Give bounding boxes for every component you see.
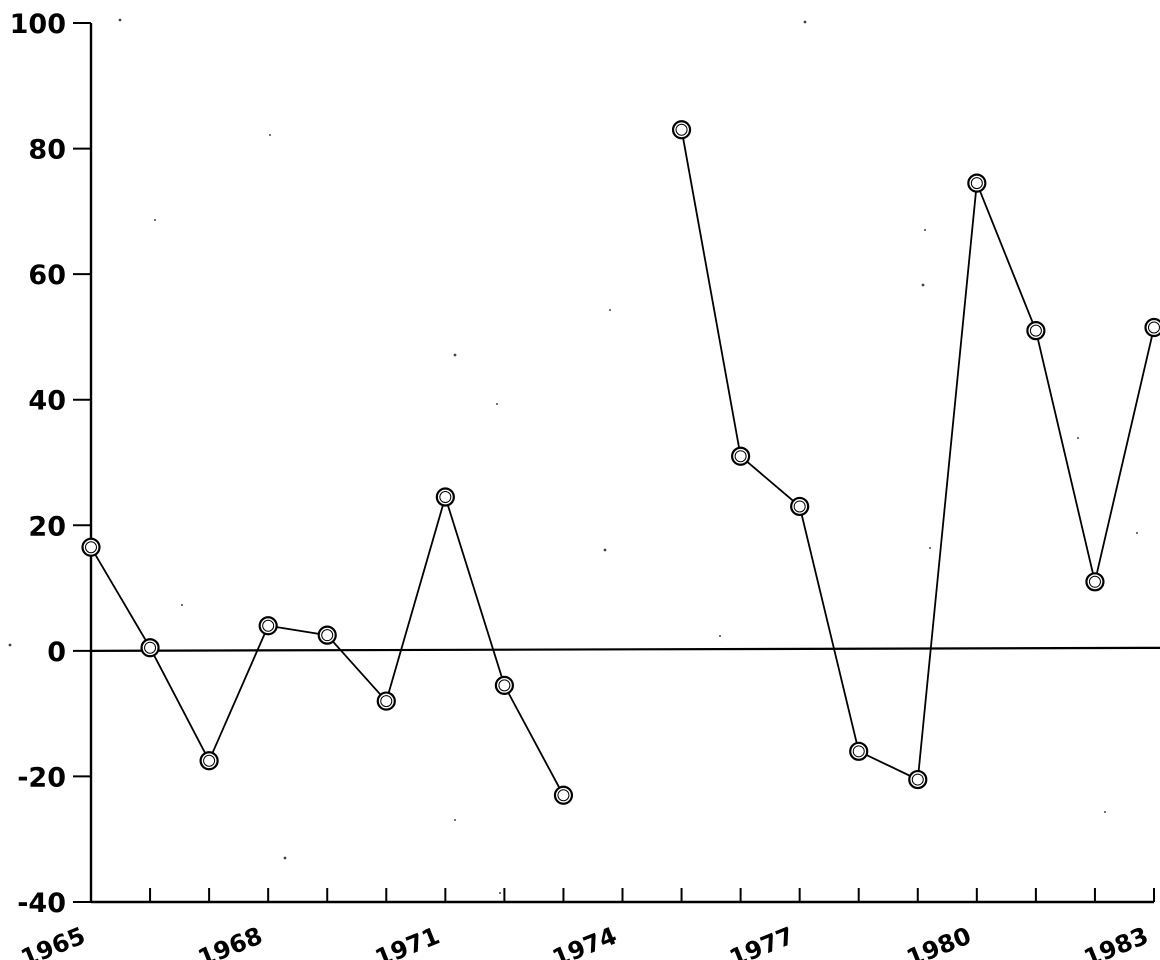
y-tick-label: 100 [10, 9, 66, 40]
scan-speck [1104, 811, 1106, 813]
x-axis-ticks [90, 888, 1155, 902]
x-tick-label: 1974 [548, 922, 620, 960]
x-tick-label: 1968 [194, 922, 266, 960]
x-tick-label: 1971 [371, 922, 443, 960]
scan-specks [8, 18, 1138, 894]
scan-speck [609, 309, 611, 311]
data-point [1026, 321, 1046, 341]
scan-speck [154, 219, 156, 221]
data-point [967, 173, 987, 193]
data-point [199, 751, 219, 771]
scan-speck [453, 353, 457, 357]
y-tick-label: 40 [28, 386, 66, 417]
y-tick-label: 0 [47, 637, 66, 668]
y-tick-label: -20 [17, 762, 66, 793]
data-point [376, 691, 396, 711]
data-point [1085, 572, 1105, 592]
data-point [908, 769, 928, 790]
data-point [731, 446, 751, 466]
scan-speck [181, 604, 183, 606]
scan-speck [719, 635, 721, 637]
x-tick-label: 1965 [17, 922, 89, 960]
scan-speck [1077, 437, 1079, 439]
scan-speck [454, 819, 456, 821]
scan-speck [118, 18, 122, 22]
scan-speck [803, 20, 807, 24]
y-tick-label: 60 [28, 260, 66, 291]
series-points [81, 120, 1160, 805]
data-point [435, 487, 455, 507]
data-point [317, 625, 337, 645]
data-point [258, 616, 278, 636]
data-point [81, 537, 101, 557]
series-line-segment [680, 129, 1155, 781]
scan-speck [924, 229, 926, 231]
y-tick-label: 20 [28, 511, 66, 542]
y-axis-ticks [73, 22, 91, 903]
data-point [553, 785, 574, 805]
x-tick-label: 1977 [725, 922, 797, 960]
series-line-segment [90, 493, 565, 796]
data-point [849, 741, 869, 761]
data-point [1144, 317, 1160, 338]
y-tick-label: 80 [28, 135, 66, 166]
zero-reference-line [90, 646, 1160, 652]
scan-speck [921, 283, 925, 287]
scan-speck [1136, 532, 1138, 534]
y-tick-label: -40 [17, 888, 66, 919]
data-point [790, 496, 810, 517]
scan-speck [496, 403, 498, 405]
data-point [671, 120, 692, 140]
scan-speck [603, 548, 607, 552]
scan-speck [283, 856, 287, 860]
x-tick-label: 1983 [1080, 922, 1152, 960]
data-point [494, 675, 514, 695]
data-point [140, 638, 160, 658]
zero-reference-line-layer [90, 646, 1160, 652]
scan-speck [8, 643, 12, 647]
scan-speck [929, 547, 931, 549]
series-lines [90, 129, 1155, 796]
scan-speck [269, 134, 271, 136]
axes [89, 23, 1154, 904]
scan-speck [499, 892, 501, 894]
x-tick-label: 1980 [903, 922, 975, 960]
